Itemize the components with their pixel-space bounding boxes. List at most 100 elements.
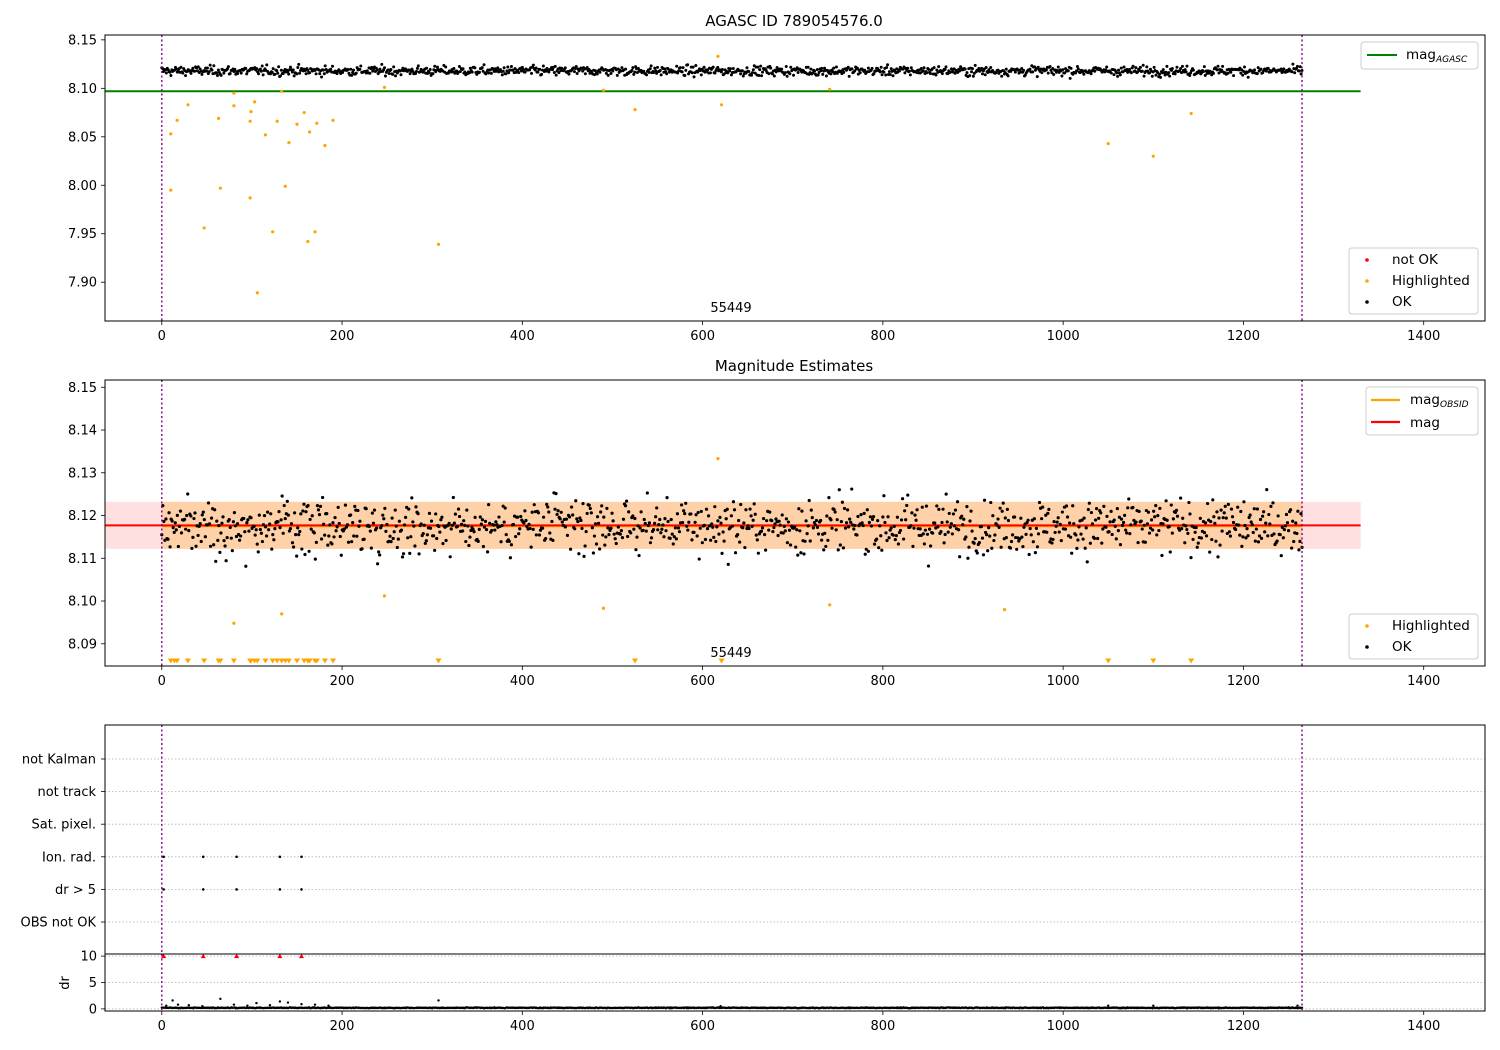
ok-point bbox=[229, 536, 233, 540]
ok-point bbox=[733, 551, 738, 555]
flag-category-label: not Kalman bbox=[22, 753, 96, 768]
ok-point bbox=[863, 552, 867, 556]
ok-point bbox=[354, 71, 358, 75]
ok-point bbox=[984, 66, 988, 70]
highlighted-point bbox=[280, 89, 284, 93]
ok-point bbox=[185, 513, 189, 518]
ok-point bbox=[881, 515, 885, 519]
ok-point bbox=[254, 528, 258, 532]
ok-point bbox=[803, 539, 807, 543]
agasc-panel-axes: 0 200 400 600 800 1000 1200 1400 7.90 7.95 8.00 8.0… bbox=[68, 33, 1440, 344]
ok-point bbox=[1053, 530, 1057, 535]
legend-ok: OK bbox=[1392, 294, 1413, 310]
ok-point bbox=[312, 531, 316, 535]
ok-point bbox=[1290, 546, 1294, 550]
ok-point bbox=[845, 508, 850, 512]
ok-point bbox=[450, 523, 454, 527]
ok-point bbox=[744, 508, 748, 512]
ok-point bbox=[319, 537, 324, 541]
highlighted-point bbox=[716, 457, 720, 461]
ok-point bbox=[433, 548, 437, 552]
ok-point bbox=[677, 530, 682, 534]
ok-point bbox=[198, 67, 202, 71]
ok-point bbox=[1298, 539, 1302, 544]
ok-point bbox=[683, 512, 687, 516]
ok-point bbox=[626, 534, 630, 539]
ok-point bbox=[1250, 523, 1254, 527]
ok-point bbox=[199, 539, 203, 544]
ok-point bbox=[891, 74, 895, 78]
ok-point bbox=[1167, 71, 1171, 75]
y-tick-label: 5 bbox=[89, 976, 97, 991]
ok-point bbox=[698, 526, 702, 530]
ok-point bbox=[408, 551, 412, 555]
ok-point bbox=[349, 513, 353, 517]
ok-point bbox=[245, 72, 249, 76]
ok-point bbox=[815, 525, 820, 529]
ok-point bbox=[1003, 71, 1007, 75]
ok-point bbox=[707, 524, 712, 528]
ok-point bbox=[1266, 66, 1270, 70]
ok-point bbox=[729, 514, 733, 518]
ok-point bbox=[971, 74, 975, 78]
ok-point bbox=[1013, 515, 1017, 519]
ok-point bbox=[658, 517, 662, 522]
ok-point bbox=[1254, 527, 1258, 531]
ok-point bbox=[452, 521, 456, 525]
ok-point bbox=[1164, 499, 1168, 503]
ok-point bbox=[479, 522, 483, 526]
ok-point bbox=[1259, 67, 1263, 71]
ok-point bbox=[606, 526, 610, 530]
ok-point bbox=[1052, 520, 1056, 524]
ok-point bbox=[178, 509, 183, 513]
ok-point bbox=[1268, 522, 1272, 526]
ok-point bbox=[1155, 533, 1159, 537]
ok-point bbox=[1202, 530, 1207, 535]
ok-point bbox=[303, 69, 307, 73]
ok-point bbox=[1292, 539, 1296, 544]
obsid-label: 55449 bbox=[710, 301, 751, 316]
ok-point bbox=[205, 66, 209, 70]
ok-point bbox=[457, 514, 462, 519]
flag-point bbox=[201, 855, 205, 859]
ok-point bbox=[360, 547, 364, 551]
ok-point bbox=[583, 72, 587, 76]
ok-point bbox=[1249, 520, 1253, 524]
ok-point bbox=[308, 71, 312, 75]
ok-point bbox=[519, 514, 523, 519]
ok-point bbox=[848, 517, 852, 521]
y-tick-label: 8.10 bbox=[68, 595, 97, 610]
ok-point bbox=[238, 538, 242, 542]
ok-point bbox=[233, 524, 238, 528]
ok-point bbox=[505, 69, 509, 73]
ok-point bbox=[935, 68, 939, 72]
ok-point bbox=[1241, 73, 1245, 77]
ok-point bbox=[367, 524, 371, 528]
ok-point bbox=[410, 496, 414, 500]
ok-point bbox=[772, 74, 776, 78]
x-tick-label: 800 bbox=[870, 329, 895, 344]
ok-point bbox=[1204, 534, 1209, 538]
ok-point bbox=[432, 68, 436, 72]
ok-point bbox=[934, 73, 938, 77]
ok-point bbox=[581, 69, 585, 73]
ok-point bbox=[391, 72, 395, 76]
ok-point bbox=[778, 523, 782, 527]
ok-point bbox=[935, 504, 939, 508]
ok-point bbox=[648, 67, 652, 71]
ok-point bbox=[1210, 537, 1214, 542]
ok-point bbox=[228, 72, 232, 76]
ok-point bbox=[985, 533, 989, 537]
flag-category-label: Sat. pixel. bbox=[32, 818, 96, 833]
ok-point bbox=[433, 64, 437, 68]
below-range-marker bbox=[254, 658, 261, 664]
ok-point bbox=[565, 533, 570, 537]
ok-point bbox=[489, 71, 493, 75]
ok-point bbox=[689, 512, 693, 516]
ok-point bbox=[904, 518, 908, 522]
dr-outlier-point bbox=[286, 1001, 290, 1004]
ok-point bbox=[1295, 64, 1299, 68]
ok-point bbox=[221, 515, 225, 519]
ok-point bbox=[499, 540, 503, 544]
highlighted-point bbox=[248, 196, 252, 200]
